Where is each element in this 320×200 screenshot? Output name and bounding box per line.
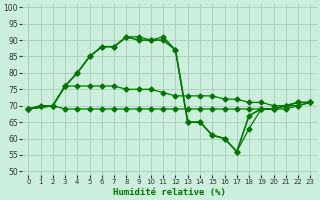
X-axis label: Humidité relative (%): Humidité relative (%)	[113, 188, 226, 197]
